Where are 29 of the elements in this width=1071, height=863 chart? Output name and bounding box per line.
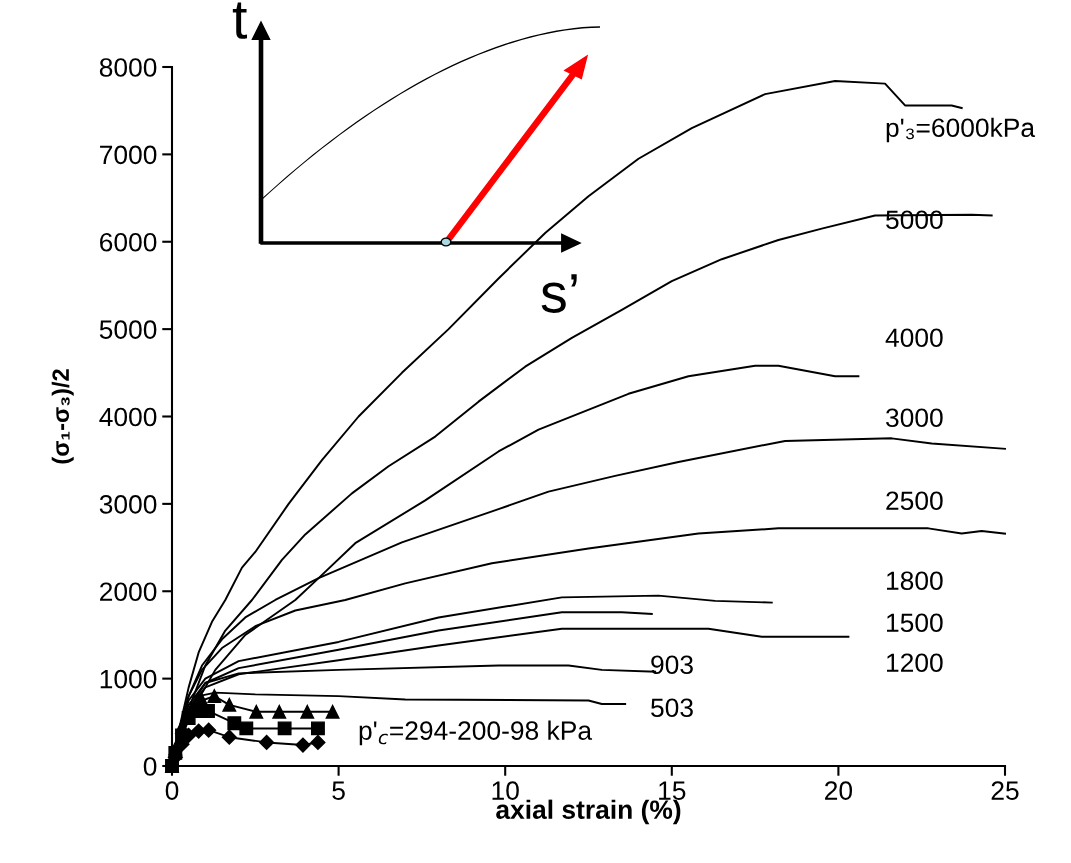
y-tick-label: 6000 — [100, 232, 157, 252]
y-tick-label: 8000 — [99, 58, 157, 77]
annotation: 4000 — [885, 328, 943, 348]
x-tick-label: 0 — [165, 781, 179, 800]
annotation: p'$_{c}$=294-200-98 kPa — [359, 720, 593, 746]
annotation: s’ — [541, 274, 577, 313]
annotation: 2500 — [886, 491, 943, 511]
annotation: 1500 — [887, 613, 943, 633]
y-axis-title: (σ₁-σ₃)/2 — [51, 369, 74, 464]
x-tick-label: 15 — [659, 781, 686, 800]
annotation: 1200 — [887, 653, 943, 673]
annotation: 903 — [651, 655, 693, 675]
annotation: p'₃=6000kPa — [886, 117, 1036, 143]
x-tick-label: 5 — [332, 781, 345, 800]
y-tick-label: 5000 — [99, 320, 157, 339]
x-tick-label: 10 — [492, 781, 519, 800]
y-tick-label: 2000 — [100, 582, 157, 602]
y-tick-label: 4000 — [99, 407, 157, 427]
y-tick-label: 7000 — [100, 145, 157, 165]
annotation: 3000 — [886, 408, 943, 428]
y-tick-label: 3000 — [99, 495, 157, 514]
text: t — [232, 2, 248, 39]
annotation: 503 — [651, 698, 693, 718]
y-tick-label: 1000 — [100, 669, 157, 689]
x-axis-title: axial strain (%) — [496, 799, 681, 825]
annotation: 1800 — [887, 571, 943, 591]
y-tick-label: 0 — [143, 757, 157, 776]
x-tick-label: 20 — [825, 781, 853, 800]
x-tick-label: 25 — [991, 781, 1019, 800]
